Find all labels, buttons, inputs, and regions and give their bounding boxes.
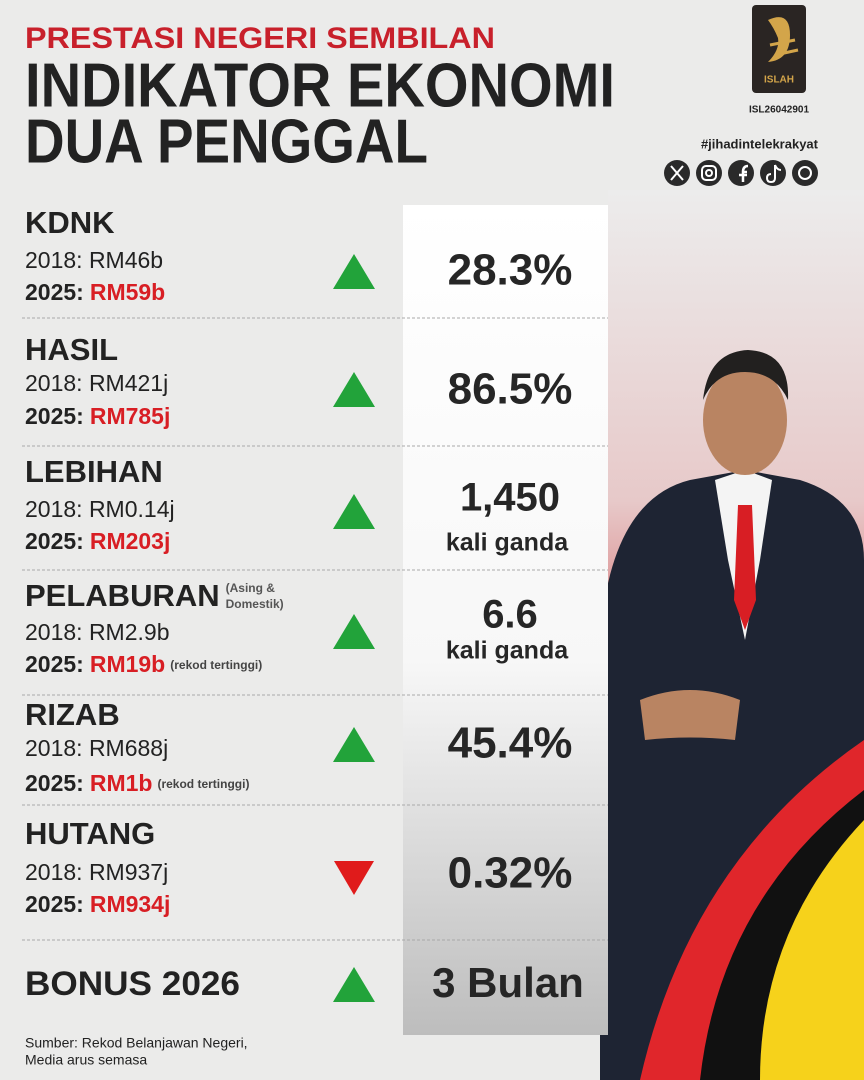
value-2025: RM203j [90,528,171,554]
change-value: 45.4% [448,719,573,768]
trend-arrow [333,254,375,289]
value-2025-line: 2025: RM1b (rekod tertinggi) [25,770,249,796]
year-2025: 2025: [25,770,84,796]
kicker: PRESTASI NEGERI SEMBILAN [25,22,495,55]
value-2025: RM934j [90,891,171,917]
trend-arrow [333,614,375,649]
value-2025-line: 2025: RM59b [25,279,165,305]
bonus-label: BONUS 2026 [25,965,240,1003]
year-2025: 2025: [25,528,84,554]
indicator-label: HUTANG [25,816,155,851]
change-unit: kali ganda [446,529,569,557]
change-unit: kali ganda [446,637,569,665]
record-note: (rekod tertinggi) [170,658,262,672]
value-2025: RM785j [90,403,171,429]
value-2025-line: 2025: RM203j [25,528,170,554]
trend-arrow [333,727,375,762]
hashtag: #jihadintelekrakyat [701,136,819,151]
social-icons [664,160,818,186]
flag-swoosh [640,740,864,1080]
value-2018: 2018: RM421j [25,370,168,396]
year-2025: 2025: [25,403,84,429]
post-code: ISL26042901 [749,105,809,116]
value-2025-line: 2025: RM19b (rekod tertinggi) [25,651,262,677]
source: Sumber: Rekod Belanjawan Negeri, [25,1035,248,1051]
value-2025-line: 2025: RM934j [25,891,170,917]
value-2025: RM1b [90,770,153,796]
indicator-label: HASIL [25,332,118,367]
trend-arrow [334,861,374,895]
record-note: (rekod tertinggi) [157,777,249,791]
trend-arrow [333,372,375,407]
value-2025: RM19b [90,651,165,677]
value-column [403,205,608,1035]
value-2018: 2018: RM937j [25,859,168,885]
value-2025: RM59b [90,279,165,305]
change-value: 0.32% [448,849,573,898]
label-note: (Asing & [226,581,276,595]
value-2018: 2018: RM2.9b [25,619,169,645]
change-value: 86.5% [448,365,573,414]
title-line: DUA PENGGAL [25,107,428,176]
year-2025: 2025: [25,651,84,677]
value-2018: 2018: RM46b [25,247,163,273]
year-2025: 2025: [25,891,84,917]
year-2025: 2025: [25,279,84,305]
change-value: 6.6 [482,593,538,637]
indicator-label: PELABURAN [25,578,220,613]
change-value: 1,450 [460,476,560,520]
logo: ISLAH [752,5,806,93]
source: Media arus semasa [25,1052,147,1068]
value-2018: 2018: RM0.14j [25,496,175,522]
change-value: 28.3% [448,246,573,295]
value-2025-line: 2025: RM785j [25,403,170,429]
indicator-label: KDNK [25,205,115,240]
trend-arrow [333,967,375,1002]
title-line: INDIKATOR EKONOMI [25,51,615,120]
value-2018: 2018: RM688j [25,735,168,761]
logo-text: ISLAH [764,75,794,86]
indicator-label: LEBIHAN [25,454,163,489]
trend-arrow [333,494,375,529]
indicator-label: RIZAB [25,697,120,732]
bonus-value: 3 Bulan [432,959,584,1006]
label-note: Domestik) [226,597,284,611]
